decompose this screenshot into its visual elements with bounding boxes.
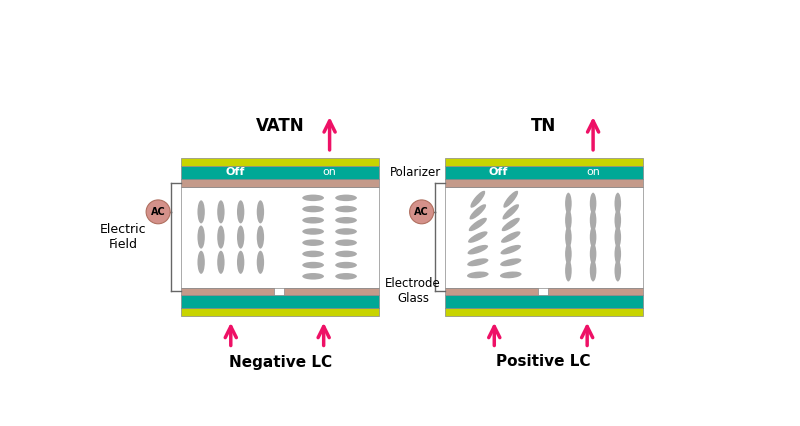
Ellipse shape — [590, 243, 596, 265]
Bar — [445, 158, 642, 166]
Text: Positive LC: Positive LC — [497, 354, 591, 369]
Text: Off: Off — [225, 167, 245, 177]
Ellipse shape — [198, 225, 205, 249]
Ellipse shape — [614, 210, 621, 231]
Bar — [445, 166, 642, 179]
Bar — [445, 288, 538, 295]
Ellipse shape — [302, 250, 324, 257]
Ellipse shape — [502, 204, 519, 219]
Ellipse shape — [335, 262, 357, 268]
Ellipse shape — [500, 258, 522, 266]
Bar — [445, 295, 642, 308]
Ellipse shape — [237, 225, 244, 249]
Ellipse shape — [335, 195, 357, 201]
Ellipse shape — [501, 231, 521, 243]
Ellipse shape — [302, 206, 324, 212]
Ellipse shape — [590, 260, 596, 282]
Bar — [182, 308, 379, 316]
Ellipse shape — [302, 217, 324, 224]
Bar — [182, 158, 379, 166]
Ellipse shape — [302, 239, 324, 246]
Ellipse shape — [470, 191, 486, 208]
Text: Electrode
Glass: Electrode Glass — [386, 277, 441, 305]
Ellipse shape — [503, 191, 518, 208]
Ellipse shape — [302, 262, 324, 268]
Bar — [182, 288, 274, 295]
Ellipse shape — [467, 271, 489, 278]
Ellipse shape — [565, 210, 572, 231]
Text: on: on — [586, 167, 600, 177]
Ellipse shape — [198, 251, 205, 274]
Ellipse shape — [614, 260, 621, 282]
Text: Electric
Field: Electric Field — [100, 223, 146, 251]
Text: VATN: VATN — [256, 117, 305, 135]
Ellipse shape — [590, 193, 596, 214]
Bar — [182, 187, 379, 288]
Ellipse shape — [237, 200, 244, 223]
Bar — [182, 166, 379, 179]
Ellipse shape — [590, 210, 596, 231]
Ellipse shape — [218, 225, 225, 249]
Ellipse shape — [565, 193, 572, 214]
Ellipse shape — [501, 245, 521, 254]
Text: Off: Off — [489, 167, 508, 177]
Ellipse shape — [470, 204, 486, 219]
Ellipse shape — [500, 271, 522, 278]
Ellipse shape — [335, 217, 357, 224]
Bar — [182, 295, 379, 308]
Ellipse shape — [302, 273, 324, 279]
Bar — [445, 187, 642, 288]
Text: AC: AC — [414, 207, 429, 217]
Text: TN: TN — [531, 117, 556, 135]
Bar — [445, 308, 642, 316]
Ellipse shape — [335, 239, 357, 246]
Ellipse shape — [565, 243, 572, 265]
Circle shape — [146, 200, 170, 224]
Ellipse shape — [257, 225, 264, 249]
Ellipse shape — [257, 200, 264, 223]
Ellipse shape — [335, 228, 357, 235]
Ellipse shape — [467, 245, 488, 254]
Ellipse shape — [237, 251, 244, 274]
Ellipse shape — [198, 200, 205, 223]
Ellipse shape — [468, 231, 487, 243]
Ellipse shape — [590, 226, 596, 248]
Ellipse shape — [565, 260, 572, 282]
Ellipse shape — [218, 200, 225, 223]
Ellipse shape — [614, 243, 621, 265]
Bar — [548, 288, 642, 295]
Text: Polarizer: Polarizer — [390, 166, 441, 179]
Ellipse shape — [335, 206, 357, 212]
Ellipse shape — [469, 218, 487, 231]
Ellipse shape — [218, 251, 225, 274]
Bar — [284, 288, 379, 295]
Bar — [445, 179, 642, 187]
Ellipse shape — [614, 226, 621, 248]
Text: AC: AC — [150, 207, 166, 217]
Ellipse shape — [302, 228, 324, 235]
Ellipse shape — [614, 193, 621, 214]
Ellipse shape — [467, 258, 489, 266]
Text: Negative LC: Negative LC — [229, 354, 332, 369]
Ellipse shape — [335, 250, 357, 257]
Ellipse shape — [257, 251, 264, 274]
Ellipse shape — [302, 195, 324, 201]
Bar — [182, 179, 379, 187]
Text: on: on — [322, 167, 337, 177]
Ellipse shape — [502, 218, 520, 231]
Circle shape — [410, 200, 434, 224]
Ellipse shape — [335, 273, 357, 279]
Ellipse shape — [565, 226, 572, 248]
